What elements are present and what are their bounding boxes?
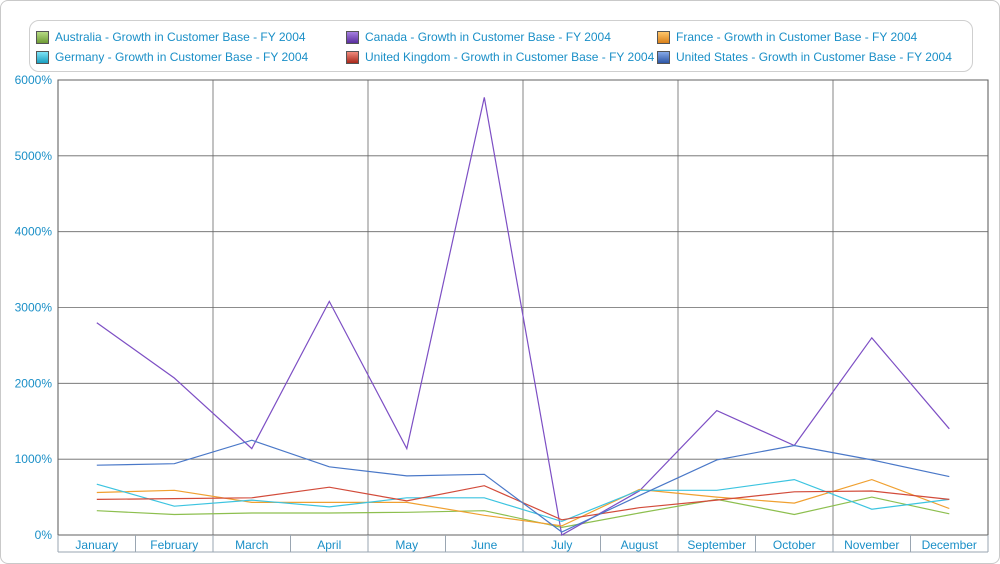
legend-item-france[interactable]: France - Growth in Customer Base - FY 20… (657, 29, 917, 45)
x-tick-label: October (773, 538, 816, 552)
legend-item-united-states[interactable]: United States - Growth in Customer Base … (657, 49, 952, 65)
series-line (96, 439, 950, 533)
legend-label: France - Growth in Customer Base - FY 20… (676, 30, 918, 44)
legend-item-canada[interactable]: Canada - Growth in Customer Base - FY 20… (346, 29, 611, 45)
series-line (96, 97, 950, 536)
legend-item-australia[interactable]: Australia - Growth in Customer Base - FY… (36, 29, 306, 45)
x-tick-label: May (395, 538, 418, 552)
x-tick-label: December (922, 538, 977, 552)
x-tick-label: September (687, 538, 746, 552)
series-line (96, 478, 950, 523)
y-tick-label: 5000% (15, 149, 53, 163)
x-tick-label: November (844, 538, 899, 552)
legend-item-united-kingdom[interactable]: United Kingdom - Growth in Customer Base… (346, 49, 654, 65)
legend-label: Germany - Growth in Customer Base - FY 2… (55, 50, 309, 64)
legend-item-germany[interactable]: Germany - Growth in Customer Base - FY 2… (36, 49, 308, 65)
y-tick-label: 6000% (15, 73, 53, 87)
x-tick-label: February (150, 538, 198, 552)
y-tick-label: 3000% (15, 301, 53, 315)
legend-swatch-united-states (657, 50, 670, 64)
legend-swatch-australia (36, 30, 49, 44)
legend-label: United States - Growth in Customer Base … (676, 50, 952, 64)
series-line (96, 478, 950, 527)
y-tick-label: 2000% (15, 376, 53, 390)
legend-label: Australia - Growth in Customer Base - FY… (55, 30, 306, 44)
y-tick-label: 0% (35, 528, 53, 542)
x-tick-label: August (621, 538, 659, 552)
x-tick-label: June (471, 538, 497, 552)
legend-label: United Kingdom - Growth in Customer Base… (365, 50, 655, 64)
legend-swatch-canada (346, 30, 359, 44)
legend-swatch-germany (36, 50, 49, 64)
y-tick-label: 1000% (15, 452, 53, 466)
series-line (96, 496, 950, 529)
legend-swatch-united-kingdom (346, 50, 359, 64)
legend-swatch-france (657, 30, 670, 44)
x-tick-label: April (317, 538, 341, 552)
chart-legend: Australia - Growth in Customer Base - FY… (29, 20, 973, 72)
x-tick-label: July (551, 538, 572, 552)
x-tick-label: January (75, 538, 118, 552)
legend-label: Canada - Growth in Customer Base - FY 20… (365, 30, 611, 44)
x-tick-label: March (235, 538, 268, 552)
y-tick-label: 4000% (15, 225, 53, 239)
